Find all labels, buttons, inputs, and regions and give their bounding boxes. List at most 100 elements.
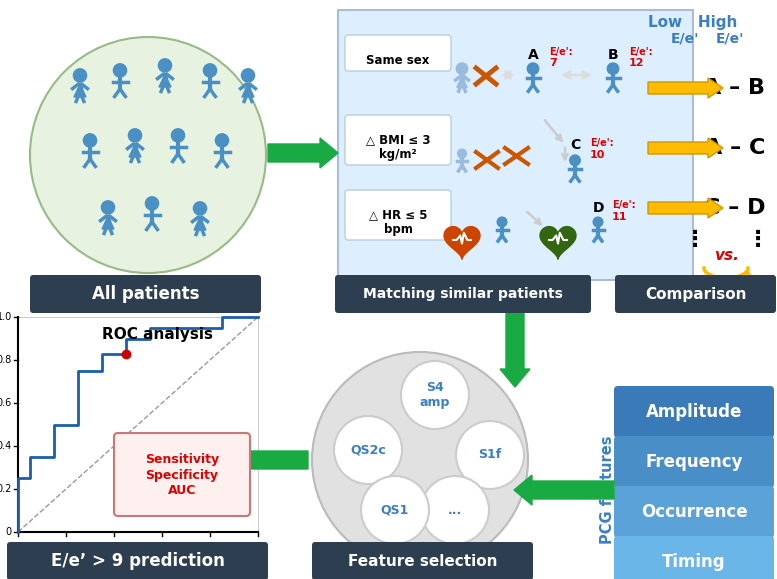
Circle shape <box>145 197 159 210</box>
Text: 1.0: 1.0 <box>0 312 12 322</box>
Text: QS1: QS1 <box>381 504 409 516</box>
Text: E/e': E/e' <box>716 31 744 45</box>
Text: 12: 12 <box>629 58 644 68</box>
FancyArrow shape <box>514 475 614 505</box>
Text: Amplitude: Amplitude <box>646 403 742 421</box>
FancyBboxPatch shape <box>30 275 261 313</box>
Text: PCG features: PCG features <box>600 436 615 544</box>
FancyBboxPatch shape <box>615 275 776 313</box>
Circle shape <box>456 63 468 74</box>
FancyBboxPatch shape <box>13 312 273 547</box>
FancyBboxPatch shape <box>312 542 533 579</box>
Circle shape <box>458 149 466 158</box>
Polygon shape <box>246 83 250 89</box>
Polygon shape <box>106 215 110 221</box>
Circle shape <box>421 476 489 544</box>
Text: Low   High: Low High <box>648 14 737 30</box>
Polygon shape <box>540 226 576 259</box>
Text: ⋮: ⋮ <box>684 230 706 250</box>
FancyBboxPatch shape <box>345 35 451 71</box>
FancyBboxPatch shape <box>7 542 268 579</box>
Circle shape <box>401 361 469 429</box>
Text: 0.8: 0.8 <box>0 355 12 365</box>
Circle shape <box>593 217 603 227</box>
Text: 7: 7 <box>549 58 557 68</box>
Circle shape <box>215 134 228 147</box>
Text: Comparison: Comparison <box>645 287 746 302</box>
Text: 0.4: 0.4 <box>0 441 12 451</box>
Polygon shape <box>133 142 137 149</box>
FancyBboxPatch shape <box>614 436 774 488</box>
Text: 0.2: 0.2 <box>0 484 12 494</box>
Text: ROC analysis: ROC analysis <box>102 328 213 343</box>
Circle shape <box>361 476 429 544</box>
Circle shape <box>128 129 141 142</box>
Text: ⋮: ⋮ <box>747 230 769 250</box>
Text: S1f: S1f <box>479 449 502 461</box>
FancyArrow shape <box>208 445 308 475</box>
FancyBboxPatch shape <box>114 433 250 516</box>
FancyBboxPatch shape <box>338 10 693 280</box>
Text: E/e':: E/e': <box>590 138 614 148</box>
FancyArrow shape <box>268 138 338 168</box>
Text: A – C: A – C <box>705 138 765 158</box>
Circle shape <box>570 155 580 166</box>
Text: B: B <box>608 48 618 62</box>
Text: 1.0: 1.0 <box>250 542 266 552</box>
FancyArrow shape <box>648 138 723 158</box>
Circle shape <box>528 63 538 74</box>
Circle shape <box>73 69 86 82</box>
Text: E/e': E/e' <box>671 31 699 45</box>
Circle shape <box>456 421 524 489</box>
Polygon shape <box>102 221 114 229</box>
FancyArrow shape <box>500 312 530 387</box>
Text: Same sex: Same sex <box>366 53 430 67</box>
Text: A: A <box>528 48 538 62</box>
Text: D: D <box>592 201 604 215</box>
Text: Timing: Timing <box>662 553 726 571</box>
Text: 10: 10 <box>590 150 605 160</box>
Polygon shape <box>194 222 206 230</box>
Circle shape <box>113 64 127 77</box>
Text: QS2c: QS2c <box>350 444 386 456</box>
Text: E/e':: E/e': <box>549 47 573 57</box>
Text: S4
amp: S4 amp <box>420 381 450 409</box>
Text: All patients: All patients <box>92 285 199 303</box>
FancyArrow shape <box>648 78 723 98</box>
Ellipse shape <box>312 352 528 568</box>
Polygon shape <box>460 75 464 80</box>
Polygon shape <box>242 89 254 97</box>
Circle shape <box>497 217 507 227</box>
FancyBboxPatch shape <box>345 115 451 165</box>
Circle shape <box>172 129 185 142</box>
Text: 11: 11 <box>612 212 628 222</box>
Circle shape <box>83 134 96 147</box>
Circle shape <box>193 202 207 215</box>
Text: 0.6: 0.6 <box>0 398 12 408</box>
Text: Frequency: Frequency <box>645 453 743 471</box>
Polygon shape <box>129 149 141 157</box>
Text: 0: 0 <box>15 542 21 552</box>
Polygon shape <box>198 215 202 222</box>
Polygon shape <box>78 83 82 89</box>
Text: 0.6: 0.6 <box>155 542 169 552</box>
Text: vs.: vs. <box>713 248 738 263</box>
Text: 0.8: 0.8 <box>202 542 218 552</box>
Text: E/e':: E/e': <box>629 47 653 57</box>
Text: Sensitivity
Specificity
AUC: Sensitivity Specificity AUC <box>145 453 219 497</box>
Circle shape <box>204 64 217 77</box>
FancyBboxPatch shape <box>614 536 774 579</box>
FancyArrow shape <box>648 198 723 218</box>
Text: C: C <box>570 138 580 152</box>
Text: 0.4: 0.4 <box>106 542 122 552</box>
Polygon shape <box>444 226 480 259</box>
Text: E/e’ > 9 prediction: E/e’ > 9 prediction <box>51 552 225 570</box>
Text: Matching similar patients: Matching similar patients <box>363 287 563 301</box>
FancyBboxPatch shape <box>335 275 591 313</box>
Circle shape <box>608 63 618 74</box>
Text: Occurrence: Occurrence <box>641 503 747 521</box>
Circle shape <box>242 69 255 82</box>
Polygon shape <box>163 72 167 79</box>
Polygon shape <box>457 80 467 87</box>
FancyBboxPatch shape <box>614 386 774 438</box>
